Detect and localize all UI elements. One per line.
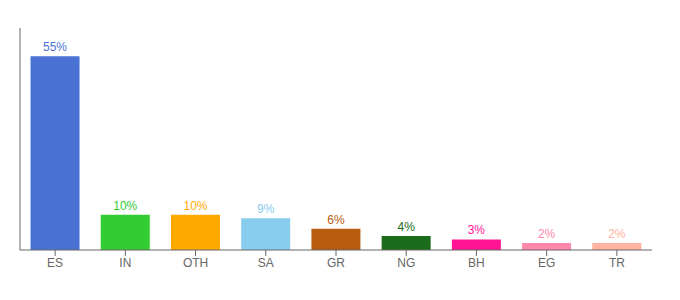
svg-text:3%: 3% bbox=[468, 223, 486, 237]
svg-text:GR: GR bbox=[327, 256, 345, 270]
svg-text:55%: 55% bbox=[43, 40, 67, 54]
svg-text:TR: TR bbox=[609, 256, 625, 270]
svg-text:2%: 2% bbox=[538, 227, 556, 241]
svg-text:IN: IN bbox=[119, 256, 131, 270]
svg-text:EG: EG bbox=[538, 256, 555, 270]
svg-text:NG: NG bbox=[397, 256, 415, 270]
svg-text:6%: 6% bbox=[327, 213, 345, 227]
svg-text:10%: 10% bbox=[113, 199, 137, 213]
svg-text:OTH: OTH bbox=[183, 256, 208, 270]
svg-text:4%: 4% bbox=[397, 220, 415, 234]
svg-text:9%: 9% bbox=[257, 202, 275, 216]
svg-text:SA: SA bbox=[258, 256, 274, 270]
svg-text:ES: ES bbox=[47, 256, 63, 270]
svg-text:BH: BH bbox=[468, 256, 485, 270]
svg-text:10%: 10% bbox=[183, 199, 207, 213]
svg-text:2%: 2% bbox=[608, 227, 626, 241]
